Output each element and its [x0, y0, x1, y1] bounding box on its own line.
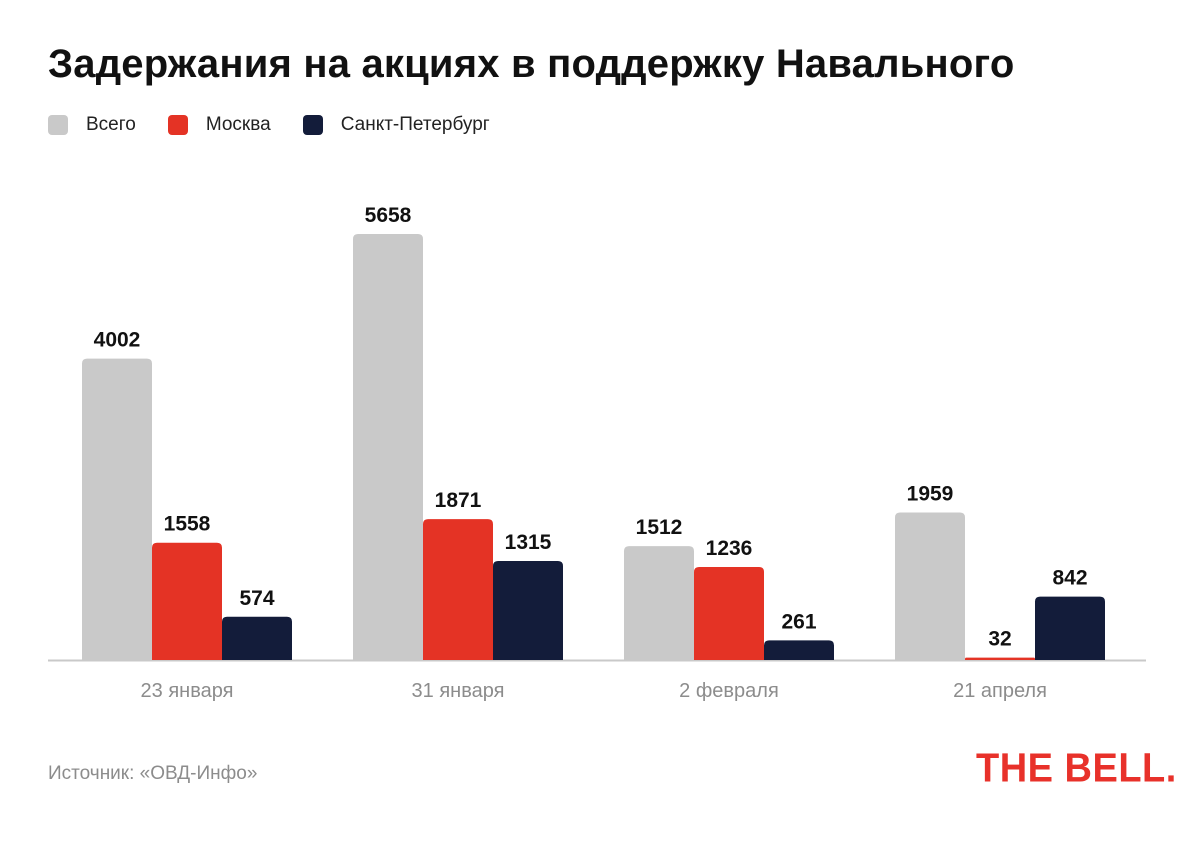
bar-moscow-1 [423, 519, 493, 660]
data-label-total-1: 5658 [365, 204, 412, 227]
legend-label-total: Всего [86, 114, 136, 135]
data-label-total-0: 4002 [94, 329, 141, 352]
brand-logo: THE BELL. [976, 746, 1177, 792]
bar-moscow-0 [152, 542, 222, 660]
legend-item-moscow: Москва [167, 114, 271, 136]
data-label-moscow-0: 1558 [164, 513, 211, 536]
x-tick-label-0: 23 января [141, 680, 234, 702]
legend-item-spb: Санкт-Петербург [302, 114, 490, 136]
legend-swatch-total [48, 115, 68, 135]
bar-spb-1 [493, 560, 563, 660]
data-label-moscow-2: 1236 [706, 537, 753, 560]
data-label-spb-1: 1315 [505, 531, 552, 554]
bar-spb-0 [222, 616, 292, 660]
data-label-total-3: 1959 [907, 483, 954, 506]
data-label-moscow-3: 32 [988, 628, 1011, 651]
data-label-total-2: 1512 [636, 516, 683, 539]
bar-total-2 [624, 546, 694, 660]
legend-item-total: Всего [48, 114, 136, 136]
x-tick-label-3: 21 апреля [953, 680, 1047, 702]
bar-moscow-3 [965, 657, 1035, 660]
legend-label-spb: Санкт-Петербург [340, 114, 490, 135]
data-label-spb-0: 574 [239, 587, 274, 610]
data-label-spb-3: 842 [1052, 567, 1087, 590]
bar-spb-2 [764, 640, 834, 660]
x-tick-label-2: 2 февраля [679, 680, 779, 702]
chart-title: Задержания на акциях в поддержку Навальн… [48, 42, 1015, 86]
bar-spb-3 [1035, 596, 1105, 660]
data-label-moscow-1: 1871 [435, 489, 482, 512]
bar-total-0 [82, 358, 152, 660]
bar-total-1 [353, 234, 423, 660]
data-label-spb-2: 261 [781, 610, 816, 633]
bar-total-3 [895, 512, 965, 660]
legend-swatch-moscow [167, 115, 188, 135]
source-note: Источник: «ОВД-Инфо» [48, 763, 258, 784]
legend: Всего Москва Санкт-Петербург [48, 114, 522, 136]
legend-swatch-spb [302, 115, 323, 135]
legend-label-moscow: Москва [205, 114, 271, 135]
bar-moscow-2 [694, 566, 764, 660]
x-tick-label-1: 31 января [412, 680, 505, 702]
